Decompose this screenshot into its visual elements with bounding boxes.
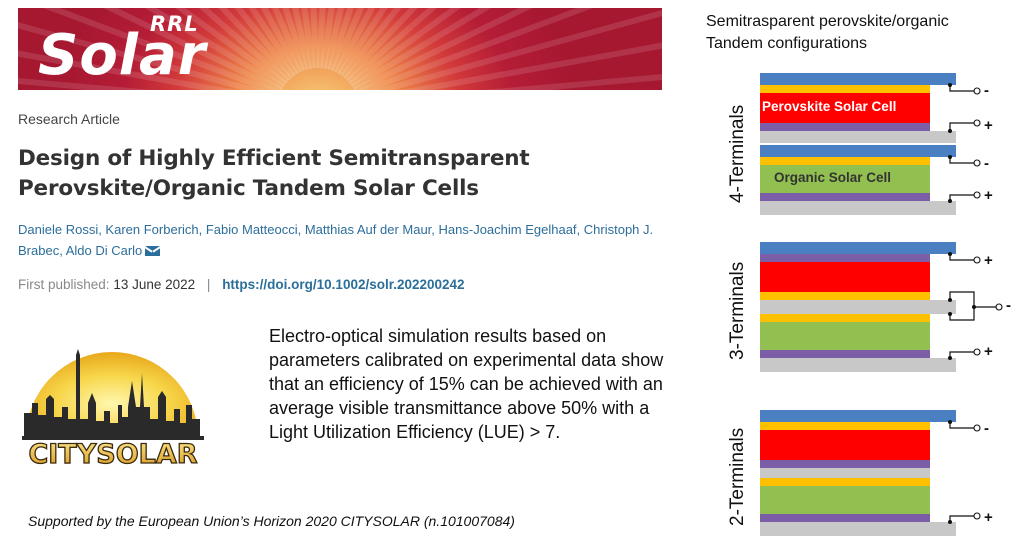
perovskite-cell-label: Perovskite Solar Cell <box>762 99 897 114</box>
layer-perovskite <box>760 262 930 292</box>
citysolar-logo-graphic: CITYSOLAR <box>22 349 204 471</box>
article-title: Design of Highly Efficient Semitranspare… <box>18 146 530 201</box>
layer-electrode <box>760 131 956 143</box>
diagram-title: Semitrasparent perovskite/organic Tandem… <box>706 13 949 52</box>
terminal-sign: - <box>984 82 989 99</box>
funding-note: Supported by the European Union’s Horizo… <box>28 513 515 529</box>
layer-transport <box>760 85 930 93</box>
layer-electrode-bottom <box>760 201 956 215</box>
layer-electrode-top <box>760 73 956 85</box>
publication-info: First published: 13 June 2022 | https://… <box>18 277 465 292</box>
citysolar-logo: CITYSOLAR <box>18 333 208 473</box>
terminal-sign: - <box>1006 297 1011 314</box>
layer-organic <box>760 165 930 193</box>
layer-electrode <box>760 145 956 157</box>
layer-electrode-top <box>760 410 956 422</box>
mail-icon[interactable] <box>145 246 161 256</box>
layer-transport <box>760 193 930 201</box>
layer-transport <box>760 314 930 322</box>
layer-organic <box>760 322 930 350</box>
layer-perovskite <box>760 430 930 460</box>
layer-transport <box>760 292 930 300</box>
journal-logo-solar: Solar <box>38 23 207 88</box>
terminal-sign: - <box>984 420 989 437</box>
layer-organic <box>760 486 930 514</box>
layer-transport <box>760 157 930 165</box>
doi-link[interactable]: https://doi.org/10.1002/solr.202200242 <box>222 277 465 292</box>
first-published-date: 13 June 2022 <box>113 277 196 292</box>
layer-transport <box>760 123 930 131</box>
layer-transport <box>760 478 930 486</box>
article-type: Research Article <box>18 111 120 127</box>
layer-transport <box>760 350 930 358</box>
terminal-sign: + <box>984 343 993 360</box>
journal-logo-rrl: RRL <box>150 12 199 36</box>
separator: | <box>206 277 211 292</box>
layer-recombination <box>760 468 930 478</box>
terminal-sign: + <box>984 117 993 134</box>
sunburst-graphic <box>18 8 662 90</box>
author-list: Daniele Rossi, Karen Forberich, Fabio Ma… <box>18 219 678 261</box>
terminal-sign: - <box>984 155 989 172</box>
layer-transport <box>760 254 930 262</box>
terminal-wiring <box>948 83 1003 524</box>
layer-perovskite <box>760 93 930 123</box>
layer-electrode-top <box>760 242 956 254</box>
layer-transport <box>760 514 930 522</box>
layer-electrode-middle <box>760 300 956 314</box>
layer-transport <box>760 422 930 430</box>
organic-cell-label: Organic Solar Cell <box>774 170 892 185</box>
layer-electrode-bottom <box>760 522 956 536</box>
tandem-diagram: 4-Terminals Perovskite Solar Cell Organi… <box>700 60 1024 550</box>
terminal-sign: + <box>984 187 993 204</box>
layer-electrode-bottom <box>760 358 956 372</box>
citysolar-logo-text: CITYSOLAR <box>28 439 197 470</box>
first-published-label: First published: <box>18 277 110 292</box>
layer-transport <box>760 460 930 468</box>
journal-banner: RRL Solar <box>18 8 662 90</box>
terminal-sign: + <box>984 509 993 526</box>
terminal-sign: + <box>984 252 993 269</box>
author-names[interactable]: Daniele Rossi, Karen Forberich, Fabio Ma… <box>18 222 654 258</box>
summary-text: Electro-optical simulation results based… <box>269 326 664 442</box>
